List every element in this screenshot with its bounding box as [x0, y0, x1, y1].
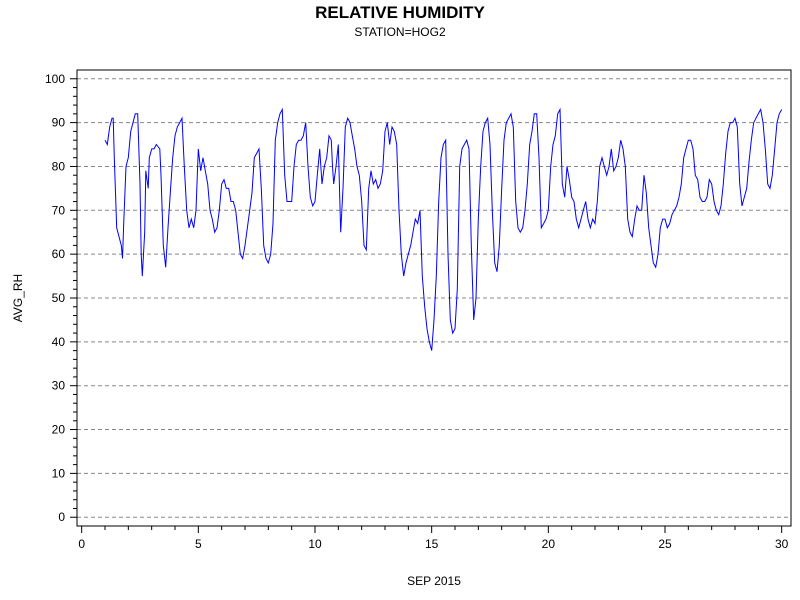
y-tick-label: 60 [52, 247, 66, 261]
y-tick-label: 80 [52, 159, 66, 173]
x-tick-label: 25 [658, 537, 672, 551]
grid-lines [77, 78, 791, 518]
y-tick-label: 70 [52, 203, 66, 217]
y-tick-label: 100 [45, 72, 65, 86]
x-tick-label: 5 [195, 537, 202, 551]
x-tick-label: 10 [308, 537, 322, 551]
y-tick-label: 10 [52, 466, 66, 480]
x-tick-label: 0 [78, 537, 85, 551]
x-axis: 0 5 10 15 20 25 30 [78, 526, 789, 551]
x-tick-label: 15 [425, 537, 439, 551]
y-tick-label: 0 [58, 510, 65, 524]
y-tick-label: 50 [52, 291, 66, 305]
y-tick-label: 90 [52, 116, 66, 130]
y-tick-label: 20 [52, 423, 66, 437]
y-axis: 0 10 20 30 40 50 60 70 80 90 100 [45, 72, 77, 524]
chart-title: RELATIVE HUMIDITY [315, 3, 485, 22]
chart-subtitle: STATION=HOG2 [354, 25, 446, 39]
x-axis-label: SEP 2015 [407, 574, 461, 588]
series-line [104, 107, 783, 351]
x-tick-label: 30 [775, 537, 789, 551]
y-tick-label: 40 [52, 335, 66, 349]
y-axis-label: AVG_RH [11, 274, 25, 322]
y-tick-label: 30 [52, 379, 66, 393]
x-tick-label: 20 [542, 537, 556, 551]
